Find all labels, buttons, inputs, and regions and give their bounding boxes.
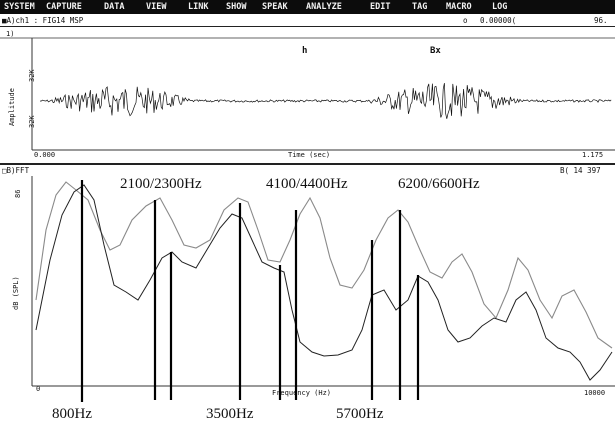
segment-label-bx: Bx — [430, 46, 441, 56]
fft-x-start: 0 — [36, 385, 41, 393]
annotation-3500hz: 3500Hz — [206, 406, 254, 422]
annotation-800hz: 800Hz — [52, 406, 92, 422]
waveform-panel[interactable] — [0, 26, 615, 162]
menu-analyze[interactable]: ANALYZE — [306, 2, 342, 12]
menu-capture[interactable]: CAPTURE — [46, 2, 82, 12]
channel-label: ■A)ch1 : FIG14 MSP — [2, 16, 84, 25]
fft-header-right: B( 14 397 — [560, 166, 601, 175]
segment-label-h: h — [302, 46, 308, 56]
waveform-path — [39, 83, 612, 119]
annotation-6200-6600hz: 6200/6600Hz — [398, 176, 480, 192]
waveform-x-label: Time (sec) — [288, 151, 331, 159]
menu-edit[interactable]: EDIT — [370, 2, 391, 12]
menu-log[interactable]: LOG — [492, 2, 508, 12]
menu-show[interactable]: SHOW — [226, 2, 247, 12]
cursor-value-right: 96. — [594, 16, 608, 25]
annotation-2100-2300hz: 2100/2300Hz — [120, 176, 202, 192]
formant-markers — [80, 180, 420, 402]
annotation-4100-4400hz: 4100/4400Hz — [266, 176, 348, 192]
waveform-trace — [39, 83, 612, 119]
fft-trace-dark — [35, 184, 613, 381]
menu-speak[interactable]: SPEAK — [262, 2, 288, 12]
menu-data[interactable]: DATA — [104, 2, 125, 12]
waveform-x-end: 1.175 — [582, 151, 604, 159]
fft-trace-light — [35, 181, 613, 349]
fft-x-label: Frequency (Hz) — [272, 389, 332, 397]
marker-a: o — [463, 16, 468, 25]
fft-x-end: 10000 — [584, 389, 606, 397]
waveform-status-row: ■A)ch1 : FIG14 MSP o 0.00000( 96. — [0, 15, 615, 26]
annotation-5700hz: 5700Hz — [336, 406, 384, 422]
waveform-index: 1) — [6, 30, 15, 38]
menu-bar: SYSTEM CAPTURE DATA VIEW LINK SHOW SPEAK… — [0, 0, 615, 14]
cursor-value: 0.00000( — [480, 16, 517, 25]
fft-panel[interactable] — [0, 163, 615, 401]
menu-tag[interactable]: TAG — [412, 2, 428, 12]
waveform-x-start: 0.000 — [34, 151, 56, 159]
fft-header: □B)FFT — [2, 166, 30, 175]
fft-curves — [35, 181, 613, 381]
menu-macro[interactable]: MACRO — [446, 2, 472, 12]
menu-system[interactable]: SYSTEM — [4, 2, 35, 12]
menu-link[interactable]: LINK — [188, 2, 209, 12]
menu-view[interactable]: VIEW — [146, 2, 167, 12]
